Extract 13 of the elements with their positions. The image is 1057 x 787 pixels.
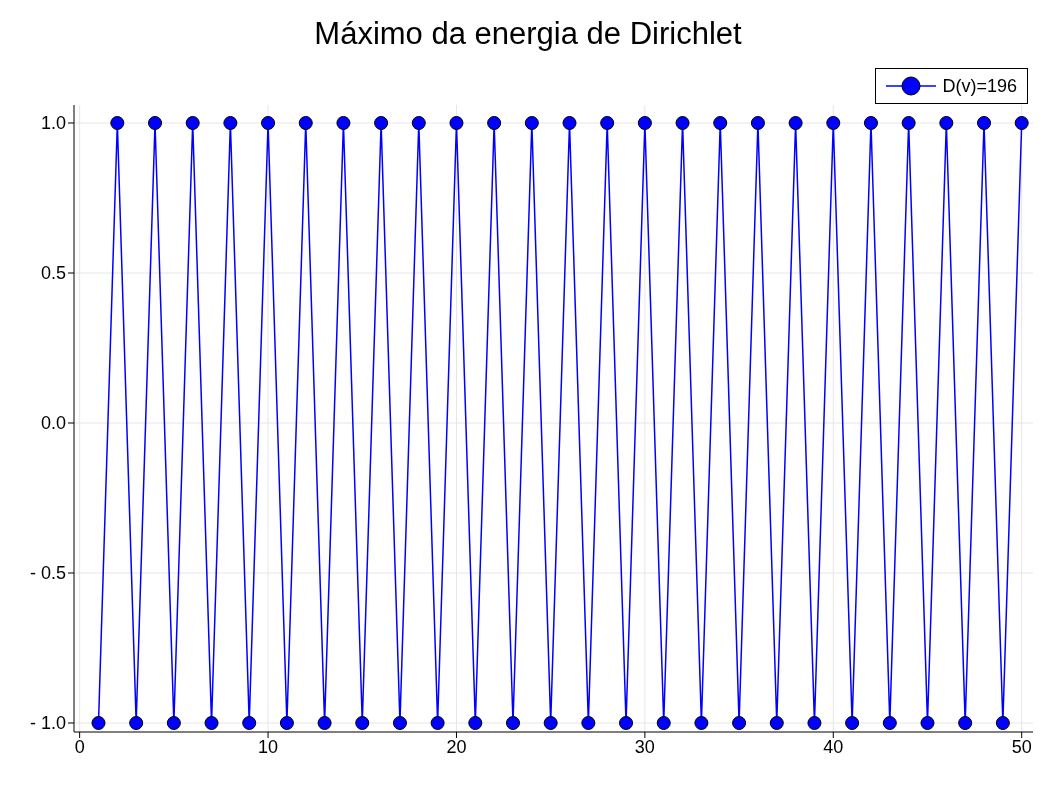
legend-label: D(v)=196 bbox=[942, 75, 1017, 97]
chart-title: Máximo da energia de Dirichlet bbox=[313, 15, 743, 53]
x-tick-label: 30 bbox=[634, 736, 655, 757]
y-tick-label: 0.0 bbox=[40, 413, 66, 434]
y-tick-label: 0.5 bbox=[40, 263, 66, 284]
x-tick-label: 50 bbox=[1011, 736, 1032, 757]
y-tick-label: 1.0 bbox=[40, 113, 66, 134]
x-tick-label: 0 bbox=[74, 736, 85, 757]
x-tick-label: 40 bbox=[823, 736, 844, 757]
x-tick-label: 20 bbox=[446, 736, 467, 757]
y-tick-label: - 0.5 bbox=[29, 563, 66, 584]
x-tick-label: 10 bbox=[258, 736, 279, 757]
y-tick-label: - 1.0 bbox=[29, 713, 66, 734]
